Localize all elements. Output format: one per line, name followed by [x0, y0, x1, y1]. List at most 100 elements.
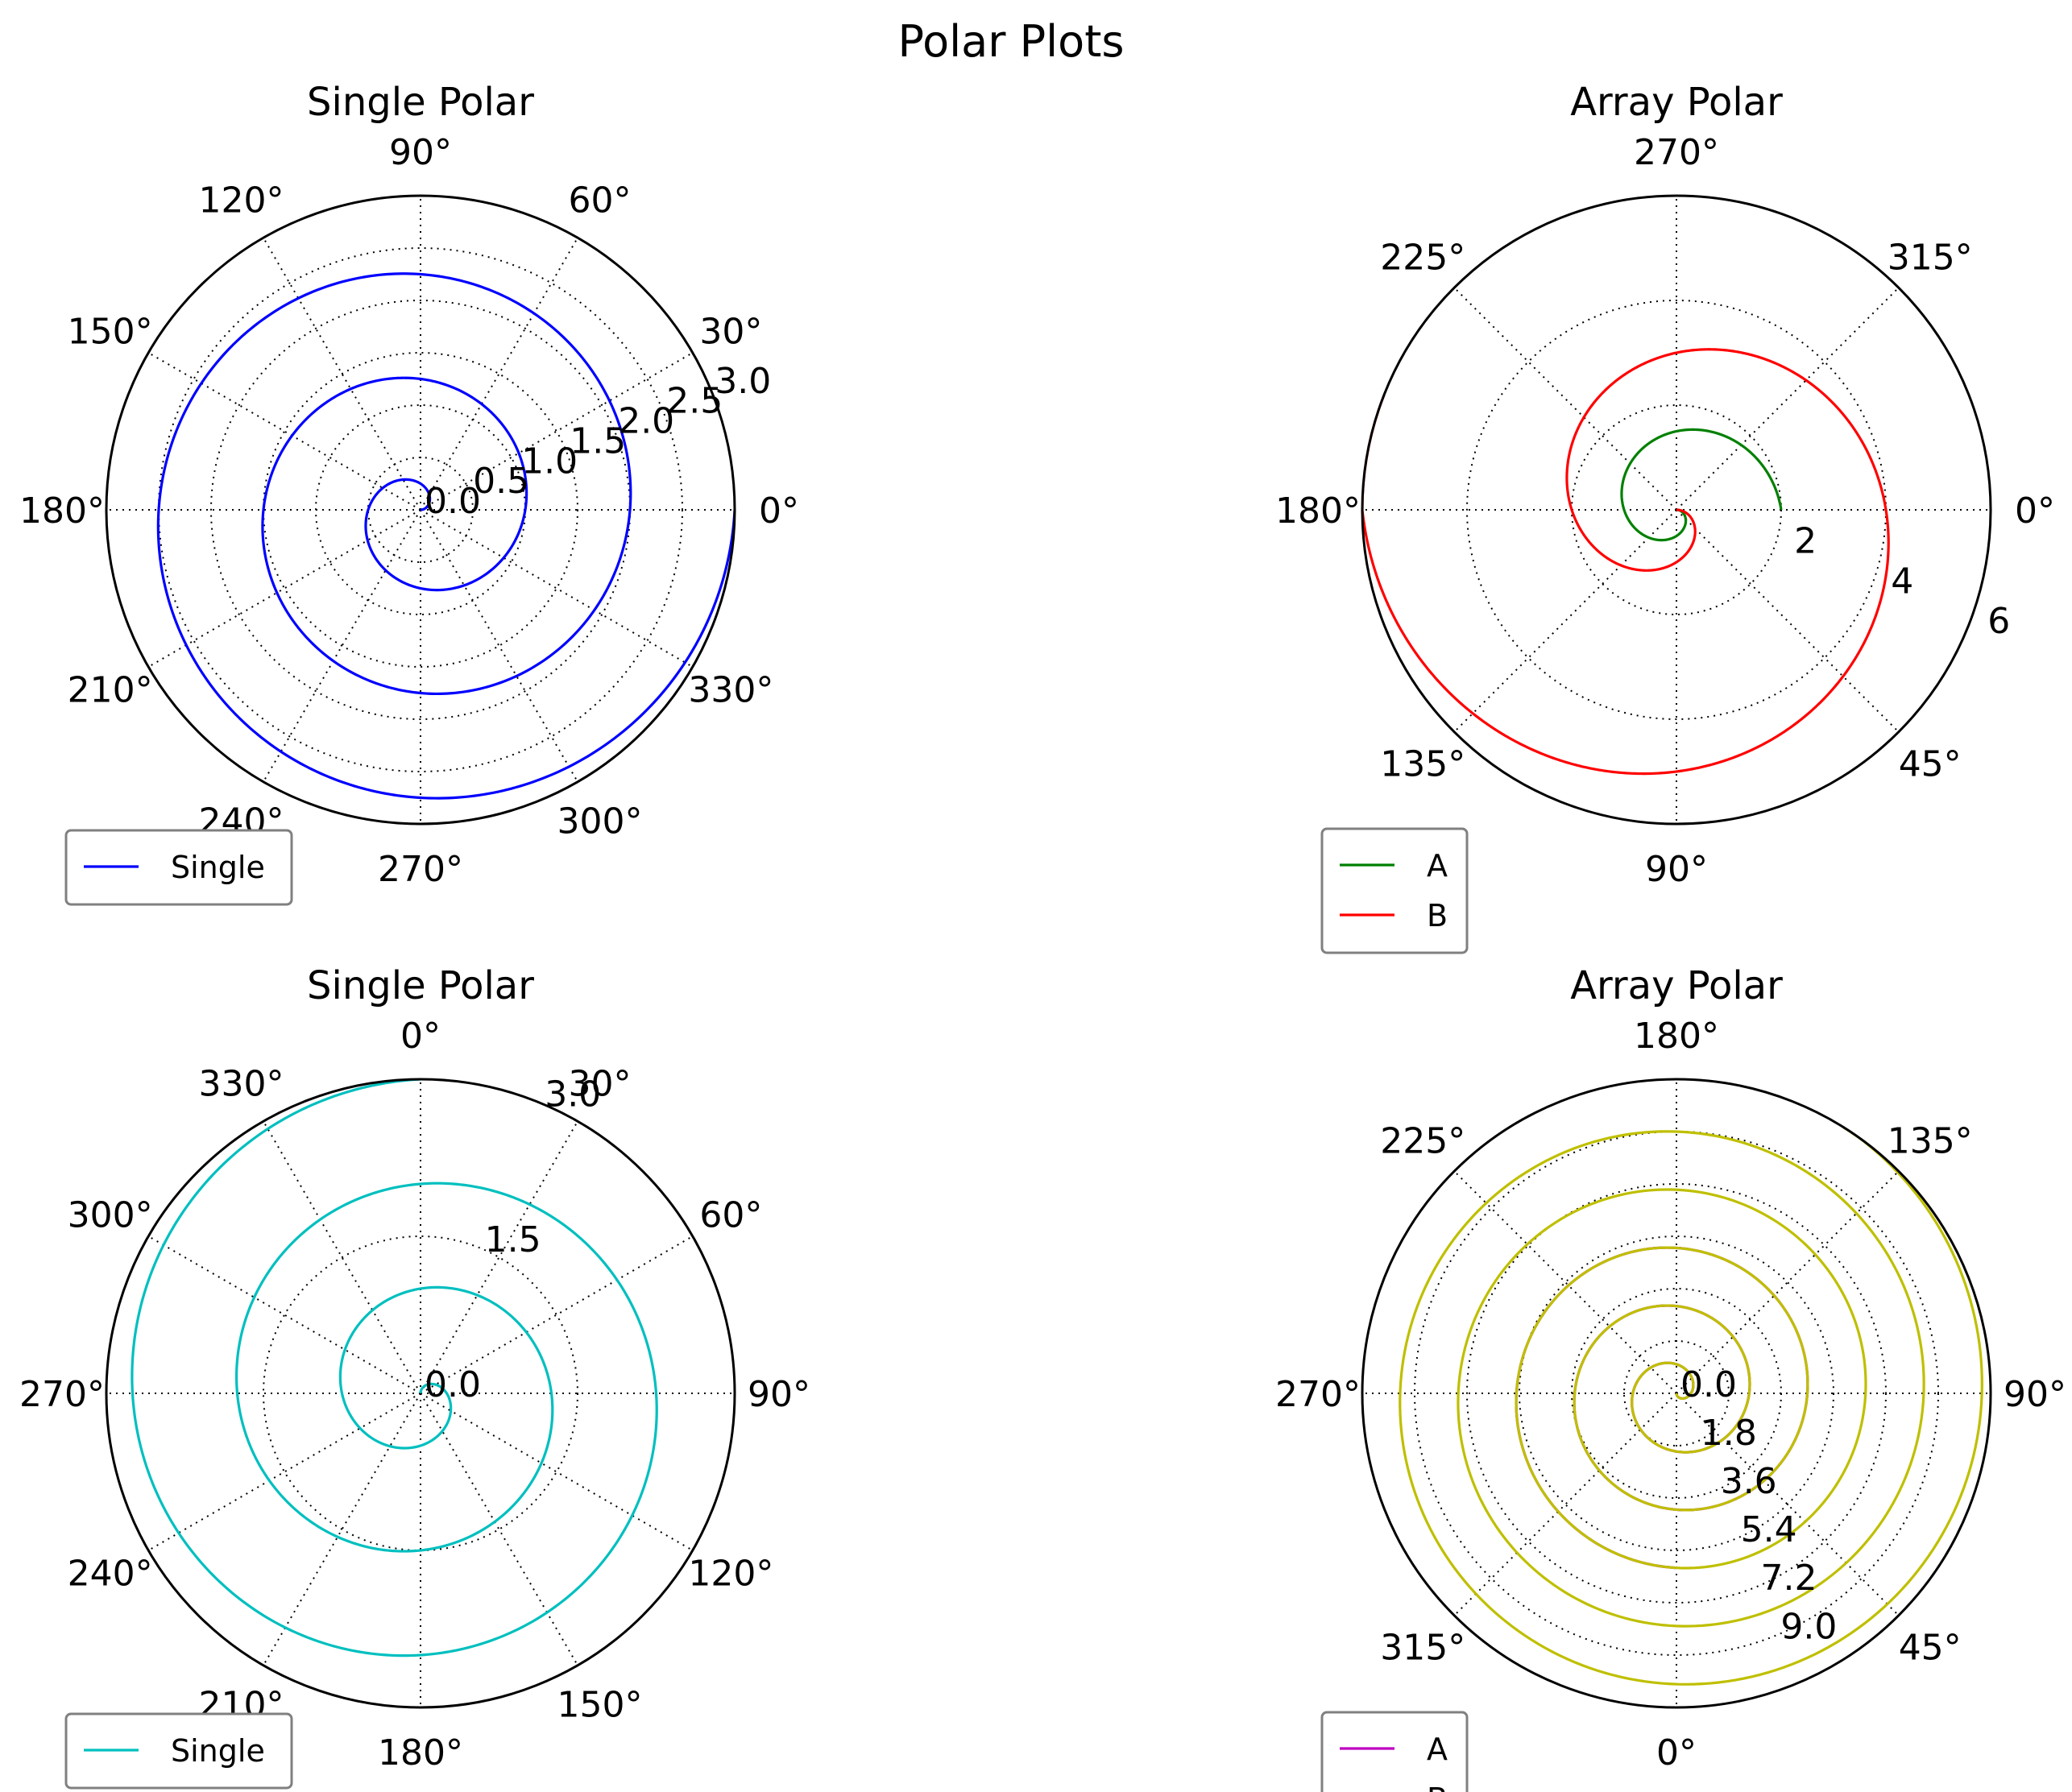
- theta-gridline: [1453, 509, 1677, 733]
- radial-gridline: [1414, 1131, 1939, 1656]
- radial-gridline: [1519, 1235, 1834, 1551]
- theta-tick-label: 120°: [688, 1554, 773, 1595]
- radial-gridline: [367, 457, 474, 563]
- theta-gridline: [263, 1120, 421, 1394]
- polar-subplot-4: 0° 45° 90° 135° 180° 225° 270° 315° 0.0 1.8 3.6 5.4…: [1275, 963, 2066, 1792]
- r-tick-label: 1.5: [485, 1219, 541, 1260]
- theta-gridline: [420, 1393, 694, 1551]
- legend-label: A: [1427, 1732, 1448, 1767]
- theta-gridline: [1676, 509, 1900, 733]
- radial-gridline: [1571, 1288, 1782, 1499]
- theta-gridline: [147, 1393, 421, 1551]
- theta-tick-label: 0°: [400, 1016, 441, 1057]
- theta-gridline: [420, 509, 578, 783]
- theta-tick-label: 150°: [68, 312, 153, 353]
- subplot-title: Single Polar: [307, 963, 534, 1008]
- theta-tick-label: 315°: [1888, 237, 1973, 278]
- r-tick-label: 9.0: [1780, 1606, 1837, 1647]
- polar-frame: [105, 1078, 736, 1709]
- legend-label: Single: [171, 1733, 265, 1769]
- r-tick-label: 4: [1891, 561, 1913, 602]
- theta-tick-label: 180°: [1634, 1016, 1719, 1057]
- r-tick-label: 0.0: [425, 481, 481, 522]
- theta-tick-label: 180°: [378, 1732, 463, 1773]
- theta-gridline: [147, 1235, 421, 1394]
- theta-tick-label: 45°: [1899, 744, 1962, 785]
- theta-gridline: [263, 1393, 421, 1666]
- theta-tick-label: 60°: [569, 180, 632, 221]
- radial-gridline: [1466, 1183, 1887, 1604]
- theta-tick-label: 270°: [1275, 1374, 1361, 1415]
- polar-frame: [1361, 194, 1992, 826]
- series-line-a: [1620, 428, 1783, 542]
- theta-tick-label: 0°: [2015, 490, 2055, 532]
- theta-gridline: [420, 1235, 694, 1394]
- radial-gridline: [263, 1235, 578, 1551]
- theta-tick-label: 150°: [557, 1684, 643, 1725]
- theta-gridline: [263, 237, 421, 511]
- theta-tick-label: 315°: [1380, 1628, 1465, 1669]
- r-tick-label: 0.5: [473, 461, 529, 502]
- subplot-title: Array Polar: [1570, 80, 1783, 125]
- subplots: 0°30°60°90°120°150°180°210°240°270°300°3…: [19, 80, 2066, 1792]
- series-line-b: [1399, 1125, 1983, 1686]
- theta-tick-label: 90°: [1645, 849, 1708, 890]
- theta-tick-label: 30°: [699, 312, 762, 353]
- theta-tick-label: 270°: [378, 849, 463, 890]
- r-tick-label: 2.5: [666, 381, 723, 422]
- theta-tick-label: 90°: [389, 132, 452, 173]
- legend: Single: [64, 1712, 293, 1790]
- theta-tick-label: 0°: [759, 490, 799, 532]
- theta-tick-label: 330°: [199, 1064, 284, 1105]
- r-tick-label: 2: [1794, 521, 1817, 562]
- r-tick-label: 1.8: [1701, 1413, 1757, 1454]
- legend-label: A: [1427, 848, 1448, 884]
- polar-frame: [105, 194, 736, 826]
- theta-gridline: [420, 1120, 578, 1394]
- theta-tick-label: 180°: [19, 490, 105, 532]
- theta-gridline: [420, 237, 578, 511]
- radial-gridline: [158, 247, 683, 772]
- theta-tick-label: 135°: [1888, 1120, 1973, 1161]
- r-tick-label: 7.2: [1761, 1558, 1817, 1599]
- r-tick-label: 3.0: [545, 1074, 601, 1115]
- r-tick-label: 0.0: [1680, 1364, 1737, 1405]
- theta-gridline: [263, 509, 421, 783]
- theta-tick-label: 240°: [68, 1554, 153, 1595]
- theta-gridline: [420, 509, 694, 668]
- theta-tick-label: 45°: [1899, 1628, 1962, 1669]
- theta-tick-label: 135°: [1380, 744, 1465, 785]
- theta-gridline: [1453, 1170, 1677, 1394]
- legend: Single: [64, 829, 293, 906]
- theta-tick-label: 300°: [557, 801, 643, 842]
- theta-tick-label: 210°: [68, 670, 153, 711]
- legend-label: B: [1427, 1782, 1448, 1792]
- theta-tick-label: 330°: [688, 670, 773, 711]
- figure-suptitle: Polar Plots: [897, 16, 1124, 67]
- polar-subplot-3: 0°30°60°90°120°150°180°210°240°270°300°3…: [19, 963, 810, 1790]
- legend: AB: [1320, 827, 1469, 954]
- theta-gridline: [1676, 1170, 1900, 1394]
- legend-box: [1320, 827, 1469, 954]
- theta-gridline: [420, 352, 694, 511]
- r-tick-label: 2.0: [618, 401, 674, 442]
- legend-label: B: [1427, 898, 1448, 933]
- r-tick-label: 3.0: [715, 361, 771, 402]
- series-line-single: [131, 1079, 658, 1657]
- theta-gridline: [147, 352, 421, 511]
- legend-box: [1320, 1711, 1469, 1792]
- r-tick-label: 1.0: [521, 441, 578, 482]
- theta-tick-label: 30°: [569, 1064, 632, 1105]
- subplot-title: Array Polar: [1570, 963, 1783, 1008]
- theta-tick-label: 0°: [1656, 1732, 1697, 1773]
- subplot-title: Single Polar: [307, 80, 534, 125]
- radial-gridline: [263, 352, 578, 668]
- legend-box: [64, 829, 293, 906]
- polar-subplot-1: 0°30°60°90°120°150°180°210°240°270°300°3…: [19, 80, 799, 906]
- theta-tick-label: 270°: [19, 1374, 105, 1415]
- r-tick-label: 1.5: [570, 420, 626, 461]
- r-tick-label: 6: [1987, 601, 2010, 642]
- theta-tick-label: 225°: [1380, 237, 1465, 278]
